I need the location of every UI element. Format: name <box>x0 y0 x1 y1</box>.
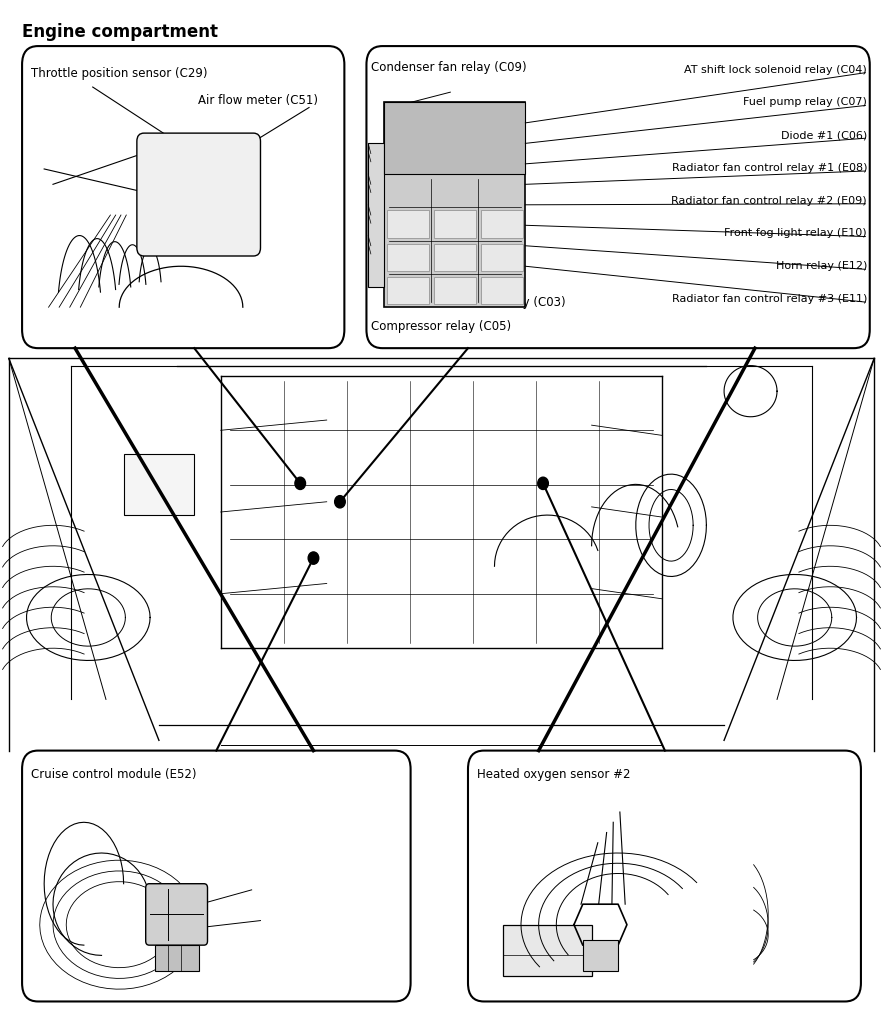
Text: Heated oxygen sensor #2: Heated oxygen sensor #2 <box>477 768 630 781</box>
Text: Throttle position sensor (C29): Throttle position sensor (C29) <box>31 67 208 80</box>
Text: AT shift lock solenoid relay (C04): AT shift lock solenoid relay (C04) <box>684 65 867 75</box>
Bar <box>503 925 592 976</box>
Text: Radiator fan control relay #3 (E11): Radiator fan control relay #3 (E11) <box>672 294 867 304</box>
Text: Condenser fan relay (C09): Condenser fan relay (C09) <box>371 61 526 75</box>
Bar <box>387 244 428 271</box>
FancyBboxPatch shape <box>146 884 208 945</box>
Text: Main relay (C03): Main relay (C03) <box>468 296 566 309</box>
Text: Cruise control module (E52): Cruise control module (E52) <box>31 768 196 781</box>
Text: Front fog light relay (E10): Front fog light relay (E10) <box>724 228 867 239</box>
Text: Radiator fan control relay #2 (E09): Radiator fan control relay #2 (E09) <box>671 196 867 206</box>
FancyBboxPatch shape <box>137 133 260 256</box>
Circle shape <box>335 496 345 508</box>
Text: Diode #1 (C06): Diode #1 (C06) <box>781 130 867 140</box>
Circle shape <box>308 552 319 564</box>
Bar <box>434 211 476 238</box>
Bar <box>384 102 525 307</box>
Bar <box>434 278 476 304</box>
Bar <box>387 211 428 238</box>
Circle shape <box>295 477 306 489</box>
Circle shape <box>538 477 548 489</box>
Bar <box>155 945 199 971</box>
Text: Air flow meter (C51): Air flow meter (C51) <box>198 94 318 108</box>
Bar <box>387 278 428 304</box>
Bar <box>384 102 525 174</box>
Bar <box>583 940 618 971</box>
Bar <box>481 244 523 271</box>
Text: Compressor relay (C05): Compressor relay (C05) <box>371 319 511 333</box>
FancyBboxPatch shape <box>468 751 861 1001</box>
FancyBboxPatch shape <box>366 46 870 348</box>
Bar <box>124 454 194 515</box>
Text: Radiator fan control relay #1 (E08): Radiator fan control relay #1 (E08) <box>672 163 867 173</box>
Text: Horn relay (E12): Horn relay (E12) <box>776 261 867 271</box>
Text: Engine compartment: Engine compartment <box>22 23 218 41</box>
Bar <box>368 143 384 287</box>
Bar <box>481 211 523 238</box>
Bar <box>481 278 523 304</box>
FancyBboxPatch shape <box>22 751 411 1001</box>
Text: Fuel pump relay (C07): Fuel pump relay (C07) <box>743 97 867 108</box>
Bar <box>434 244 476 271</box>
FancyBboxPatch shape <box>22 46 344 348</box>
